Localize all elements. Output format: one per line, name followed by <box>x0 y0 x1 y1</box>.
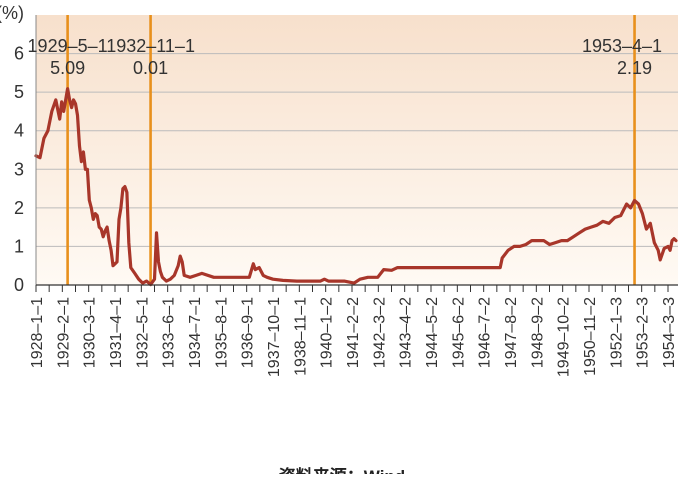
source-label: 资料来源：Wind <box>279 466 405 474</box>
x-tick-label: 1931–4–1 <box>108 297 125 368</box>
marker-value-label: 0.01 <box>133 58 168 78</box>
y-tick-label: 0 <box>14 275 24 295</box>
x-tick-label: 1933–6–1 <box>161 297 178 368</box>
x-tick-label: 1928–1–1 <box>29 297 46 368</box>
y-tick-label: 3 <box>14 159 24 179</box>
x-tick-label: 1937–10–1 <box>266 297 283 377</box>
x-tick-label: 1935–8–1 <box>213 297 230 368</box>
x-tick-label: 1945–6–2 <box>450 297 467 368</box>
x-tick-label: 1932–5–1 <box>134 297 151 368</box>
x-tick-label: 1948–9–2 <box>529 297 546 368</box>
marker-value-label: 2.19 <box>617 58 652 78</box>
x-tick-label: 1934–7–1 <box>187 297 204 368</box>
y-tick-label: 5 <box>14 82 24 102</box>
y-tick-label: 1 <box>14 236 24 256</box>
x-tick-label: 1947–8–2 <box>503 297 520 368</box>
x-tick-label: 1941–2–2 <box>345 297 362 368</box>
marker-value-label: 5.09 <box>50 58 85 78</box>
series-line <box>34 87 678 287</box>
x-tick-label: 1929–2–1 <box>55 297 72 368</box>
x-tick-label: 1954–3–3 <box>661 297 678 368</box>
x-tick-label: 1943–4–2 <box>398 297 415 368</box>
y-tick-label: 6 <box>14 44 24 64</box>
x-tick-label: 1942–3–2 <box>371 297 388 368</box>
x-tick-label: 1938–11–1 <box>292 297 309 376</box>
x-tick-label: 1930–3–1 <box>82 297 99 368</box>
x-tick-label: 1940–1–2 <box>319 297 336 368</box>
x-tick-label: 1946–7–2 <box>477 297 494 368</box>
annotations: 1929–5–15.09 1932–11–10.01 1953–4–12.19 <box>28 36 662 78</box>
marker-date-label: 1953–4–1 <box>582 36 662 56</box>
marker-lines <box>66 15 636 285</box>
marker-date-label: 1929–5–1 <box>28 36 108 56</box>
axes <box>35 15 678 292</box>
tick-labels: 0 1 2 3 4 5 6 1928–1–1 1929–2–1 1930–3–1 1931–4–1 1… <box>14 44 678 378</box>
x-tick-label: 1936–9–1 <box>240 297 257 368</box>
x-tick-label: 1944–5–2 <box>424 297 441 368</box>
x-tick-label: 1953–2–3 <box>635 297 652 368</box>
y-tick-label: 2 <box>14 198 24 218</box>
marker-date-label: 1932–11–1 <box>106 36 195 56</box>
x-tick-label: 1949–10–2 <box>556 297 573 377</box>
x-tick-label: 1952–1–3 <box>608 297 625 368</box>
y-tick-label: 4 <box>14 121 24 141</box>
y-unit-label: (%) <box>0 3 24 23</box>
x-tick-label: 1950–11–2 <box>582 297 599 376</box>
